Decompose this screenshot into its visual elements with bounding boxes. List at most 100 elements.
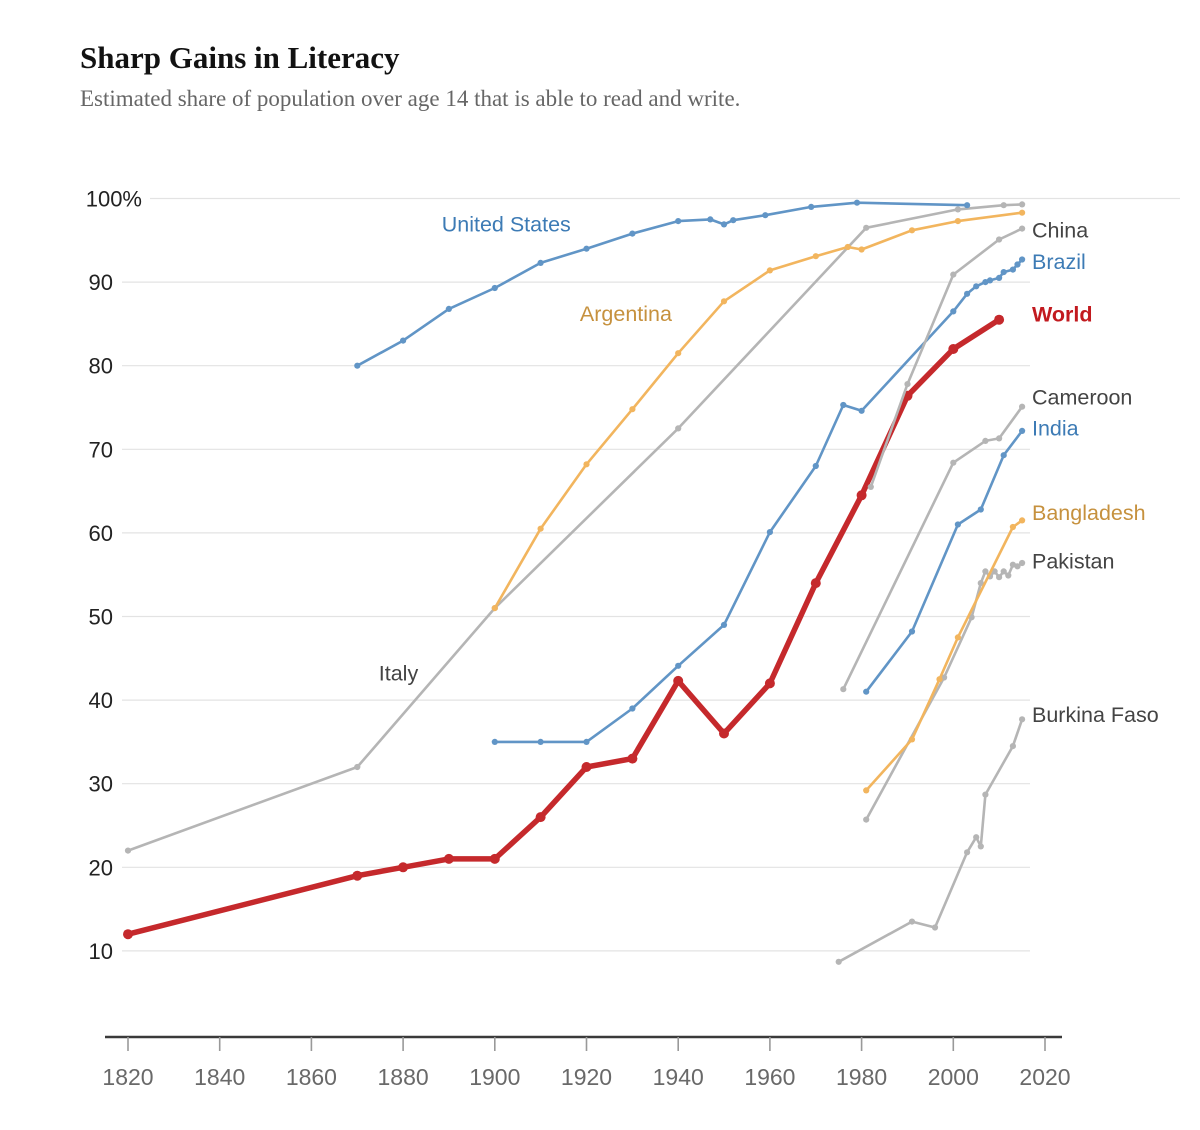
- series-label-burkina-faso: Burkina Faso: [1032, 703, 1159, 727]
- series-marker-world-2000: [948, 344, 959, 354]
- y-tick-label-70: 70: [89, 437, 113, 462]
- series-marker-world-1890: [443, 853, 454, 864]
- series-line-india: [864, 429, 1024, 694]
- series-label-cameroon: Cameroon: [1032, 385, 1132, 409]
- series-marker-brazil-1980: [858, 407, 865, 414]
- series-marker-brazil-2013: [1009, 266, 1017, 273]
- series-marker-united-states-1969: [808, 203, 815, 210]
- series-marker-brazil-1976: [840, 401, 847, 409]
- series-marker-world-1960: [764, 678, 775, 689]
- series-marker-italy-2011: [1000, 202, 1007, 209]
- series-marker-world-1870: [352, 870, 363, 881]
- series-marker-argentina-1950: [720, 298, 728, 305]
- series-marker-world-2010: [994, 314, 1005, 325]
- series-marker-burkina-faso-2006: [977, 843, 984, 850]
- series-label-brazil: Brazil: [1032, 250, 1086, 274]
- series-marker-italy-1870: [354, 763, 361, 771]
- series-marker-burkina-faso-1975: [835, 958, 842, 965]
- series-marker-world-1880: [398, 862, 409, 873]
- series-marker-united-states-1890: [445, 305, 452, 312]
- series-marker-argentina-1940: [675, 350, 682, 357]
- series-marker-brazil-2008: [986, 277, 994, 284]
- series-marker-burkina-faso-2007: [982, 791, 989, 798]
- series-marker-pakistan-2007: [982, 568, 989, 575]
- series-marker-brazil-2003: [964, 290, 971, 297]
- series-marker-argentina-1991: [908, 227, 916, 234]
- series-marker-pakistan-2010: [996, 574, 1003, 581]
- series-label-italy: Italy: [379, 661, 419, 685]
- y-tick-label-80: 80: [89, 354, 113, 379]
- series-marker-argentina-1920: [583, 461, 590, 468]
- series-marker-brazil-1940: [675, 662, 682, 669]
- series-marker-argentina-2015: [1019, 209, 1026, 216]
- series-marker-united-states-2003: [964, 202, 971, 209]
- series-marker-brazil-1900: [491, 738, 498, 746]
- series-label-bangladesh: Bangladesh: [1032, 501, 1146, 525]
- series-marker-world-1980: [856, 490, 867, 501]
- x-tick-label-1860: 1860: [286, 1064, 337, 1090]
- series-marker-china-2010: [996, 236, 1003, 243]
- series-marker-brazil-1950: [720, 621, 728, 629]
- series-marker-burkina-faso-2003: [964, 849, 971, 856]
- series-marker-bangladesh-2015: [1019, 517, 1026, 524]
- series-marker-burkina-faso-2005: [973, 834, 980, 841]
- series-marker-china-1990: [904, 381, 911, 388]
- series-marker-pakistan-2011: [1000, 568, 1007, 575]
- series-marker-world-1940: [673, 675, 684, 686]
- series-marker-united-states-1920: [583, 245, 590, 252]
- x-tick-label-2000: 2000: [928, 1064, 979, 1090]
- series-marker-italy-1940: [675, 425, 682, 432]
- series-marker-united-states-1910: [537, 259, 544, 266]
- series-marker-burkina-faso-2013: [1009, 743, 1017, 750]
- series-label-argentina: Argentina: [580, 302, 672, 326]
- series-marker-india-1991: [908, 628, 916, 635]
- series-line-argentina: [493, 211, 1024, 610]
- chart-subtitle: Estimated share of population over age 1…: [80, 86, 741, 111]
- series-marker-argentina-1900: [491, 605, 498, 612]
- series-marker-world-1950: [719, 728, 729, 739]
- series-marker-brazil-1960: [766, 529, 774, 536]
- series-marker-brazil-1930: [629, 705, 636, 712]
- series-line-pakistan: [864, 561, 1024, 821]
- x-tick-label-1900: 1900: [469, 1064, 520, 1090]
- series-marker-cameroon-2000: [950, 459, 957, 466]
- series-marker-pakistan-2009: [991, 568, 998, 575]
- series-marker-pakistan-2006: [977, 580, 984, 587]
- series-marker-china-1982: [867, 483, 874, 490]
- series-marker-argentina-1910: [537, 525, 544, 532]
- series-marker-united-states-1940: [675, 218, 682, 225]
- series-marker-italy-1820: [124, 847, 132, 854]
- series-marker-world-1970: [810, 578, 821, 589]
- y-tick-label-20: 20: [89, 855, 113, 880]
- series-marker-india-2001: [954, 521, 962, 528]
- series-marker-argentina-1977: [844, 243, 851, 251]
- series-marker-argentina-1930: [629, 406, 636, 413]
- series-marker-argentina-1970: [812, 253, 819, 260]
- x-tick-label-2020: 2020: [1019, 1064, 1070, 1090]
- series-marker-italy-2001: [954, 206, 962, 213]
- series-marker-argentina-2001: [954, 218, 962, 225]
- x-tick-label-1880: 1880: [378, 1064, 429, 1090]
- series-marker-china-2015: [1019, 225, 1026, 232]
- series-label-world: World: [1032, 303, 1093, 327]
- series-marker-cameroon-1976: [840, 686, 847, 693]
- series-marker-india-2015: [1019, 427, 1026, 434]
- series-marker-united-states-1900: [491, 284, 498, 292]
- series-marker-burkina-faso-1991: [908, 918, 916, 925]
- series-marker-world-1930: [627, 753, 638, 764]
- series-marker-united-states-1870: [354, 362, 361, 369]
- series-line-world: [125, 316, 1002, 937]
- series-line-italy: [126, 203, 1024, 852]
- series-marker-brazil-2014: [1014, 261, 1021, 268]
- x-tick-label-1940: 1940: [653, 1064, 704, 1090]
- series-marker-bangladesh-1997: [936, 676, 943, 683]
- series-line-burkina-faso: [837, 717, 1024, 964]
- series-marker-united-states-1950: [720, 221, 728, 228]
- series-marker-cameroon-2015: [1019, 403, 1026, 410]
- x-tick-label-1840: 1840: [194, 1064, 245, 1090]
- series-marker-united-states-1947: [707, 216, 714, 223]
- series-marker-brazil-1920: [583, 738, 590, 746]
- series-label-united-states: United States: [442, 212, 571, 236]
